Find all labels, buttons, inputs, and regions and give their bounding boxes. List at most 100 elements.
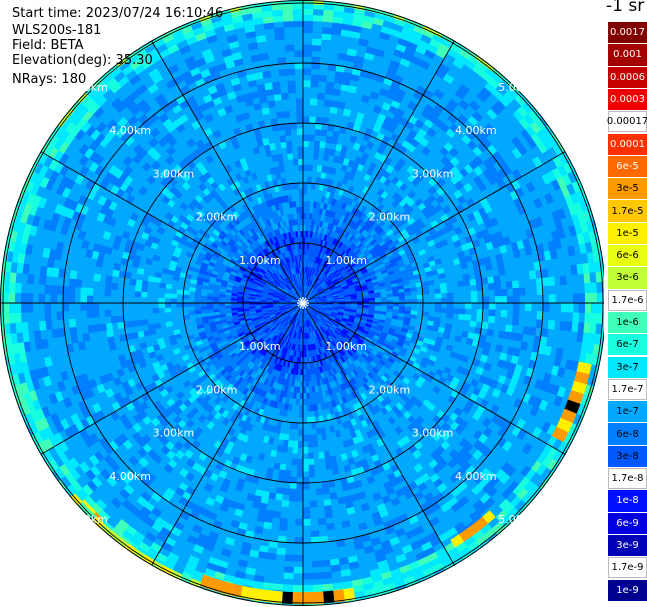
rim-north — [458, 43, 471, 54]
rim-northwest — [40, 141, 50, 154]
ring-label: 4.00km — [455, 124, 497, 137]
center-marker — [299, 297, 304, 304]
radial-line — [302, 40, 455, 304]
rim-northwest — [57, 115, 68, 128]
field-label: Field: BETA — [12, 38, 84, 53]
rim-north — [449, 38, 462, 49]
rim-northwest — [124, 50, 137, 62]
ring-label: 1.00km — [325, 340, 367, 353]
rim-northwest — [151, 34, 164, 45]
rim-north — [499, 74, 511, 86]
ring-label: 5.00km — [498, 81, 540, 94]
rim-northwest — [107, 63, 120, 75]
colorbar-level: 1.7e-8 — [608, 468, 647, 490]
hot-arc-east — [573, 371, 590, 385]
colorbar-level: 0.001 — [608, 44, 647, 66]
rim-north — [506, 81, 519, 93]
ring-label: 4.00km — [109, 470, 151, 483]
ring-label: 4.00km — [455, 470, 497, 483]
radial-line — [302, 302, 455, 566]
colorbar-level: 0.0001 — [608, 133, 647, 155]
rim-northwest — [51, 124, 62, 136]
ring-label: 1.00km — [325, 254, 367, 267]
rim-north — [466, 49, 479, 60]
hot-arc-south — [239, 585, 253, 600]
rim-north — [440, 33, 453, 43]
ring-label: 5.00km — [498, 513, 540, 526]
colorbar-level: 1e-8 — [608, 490, 647, 512]
rim-northwest — [45, 132, 56, 145]
hot-arc-south — [270, 590, 283, 604]
colorbar-level: 3e-7 — [608, 356, 647, 378]
hot-arc-east — [551, 426, 569, 443]
rim-northwest — [77, 91, 89, 104]
ring-label: 3.00km — [153, 167, 195, 180]
colorbar-level: 1.7e-9 — [608, 557, 647, 579]
rim-northwest — [160, 29, 173, 40]
ring-label: 3.00km — [412, 167, 454, 180]
rim-north — [483, 61, 496, 72]
colorbar-level: 1e-5 — [608, 222, 647, 244]
colorbar-level: 1e-6 — [608, 311, 647, 334]
rim-north — [475, 54, 487, 66]
ring-label: 5.00km — [66, 81, 108, 94]
hot-arc-east — [571, 380, 587, 395]
ring-label: 3.00km — [412, 427, 454, 440]
colorbar-level: 6e-8 — [608, 423, 647, 445]
hot-arc-south — [302, 592, 314, 605]
hot-arc-south — [312, 591, 325, 605]
ring-label: 2.00km — [369, 383, 411, 396]
colorbar-level: 0.0006 — [608, 66, 647, 88]
colorbar-level: 0.00017 — [607, 111, 647, 133]
ring-label: 3.00km — [153, 427, 195, 440]
radial-line — [302, 151, 566, 304]
start-time-label: Start time: 2023/07/24 16:10:46 — [12, 6, 224, 21]
rim-north — [491, 67, 503, 79]
colorbar-level: 1.7e-5 — [608, 200, 647, 222]
ring-label: 2.00km — [196, 383, 238, 396]
nrays-label: NRays: 180 — [12, 72, 87, 87]
colorbar-level: 6e-7 — [608, 334, 647, 356]
hot-arc-south — [281, 591, 293, 605]
hot-arc-east — [576, 361, 592, 375]
rim-northwest — [63, 107, 75, 120]
rim-west — [30, 159, 40, 173]
colorbar-level: 1.7e-7 — [608, 378, 647, 401]
colorbar-level: 3e-5 — [608, 178, 647, 200]
rim-northwest — [84, 84, 96, 96]
device-label: WLS200s-181 — [12, 23, 102, 38]
rim-north — [431, 28, 444, 38]
elevation-label: Elevation(deg): 35.30 — [12, 53, 153, 68]
hot-arc-south — [322, 590, 335, 604]
hot-arc-south — [342, 587, 356, 602]
rim-northwest — [142, 39, 155, 50]
colorbar-level: 6e-5 — [608, 155, 647, 178]
rim-west — [34, 150, 45, 163]
radial-line — [40, 151, 304, 304]
radial-line — [151, 40, 304, 304]
rim-northwest — [99, 70, 112, 81]
colorbar-level: 0.0003 — [608, 88, 647, 111]
colorbar-level: 1.7e-6 — [608, 289, 647, 311]
ring-label: 2.00km — [369, 211, 411, 224]
ring-label: 1.00km — [239, 340, 281, 353]
colorbar: -1 sr 0.0017 0.001 0.0006 0.0003 0.00017 0.00… — [604, 0, 647, 607]
hot-arc-south — [291, 592, 303, 605]
hot-arc-south — [250, 587, 263, 602]
ring-label: 5.00km — [66, 513, 108, 526]
colorbar-level: 3e-6 — [608, 267, 647, 289]
radial-line — [40, 302, 304, 455]
colorbar-level: 1e-7 — [608, 401, 647, 423]
radial-line — [151, 302, 304, 566]
colorbar-level: 3e-8 — [608, 445, 647, 467]
ring-label: 4.00km — [109, 124, 151, 137]
ring-label: 1.00km — [239, 254, 281, 267]
ring-label: 2.00km — [196, 211, 238, 224]
hot-arc-south — [332, 589, 345, 603]
polar-plot: 1.00km 1.00km 1.00km 1.00km 2.00km 2.00km 2.00… — [0, 0, 604, 606]
colorbar-level: 6e-6 — [608, 245, 647, 267]
colorbar-level: 0.0017 — [608, 22, 647, 44]
radial-line — [302, 302, 566, 455]
hot-arc-south — [229, 583, 243, 598]
rim-northwest — [92, 76, 104, 89]
